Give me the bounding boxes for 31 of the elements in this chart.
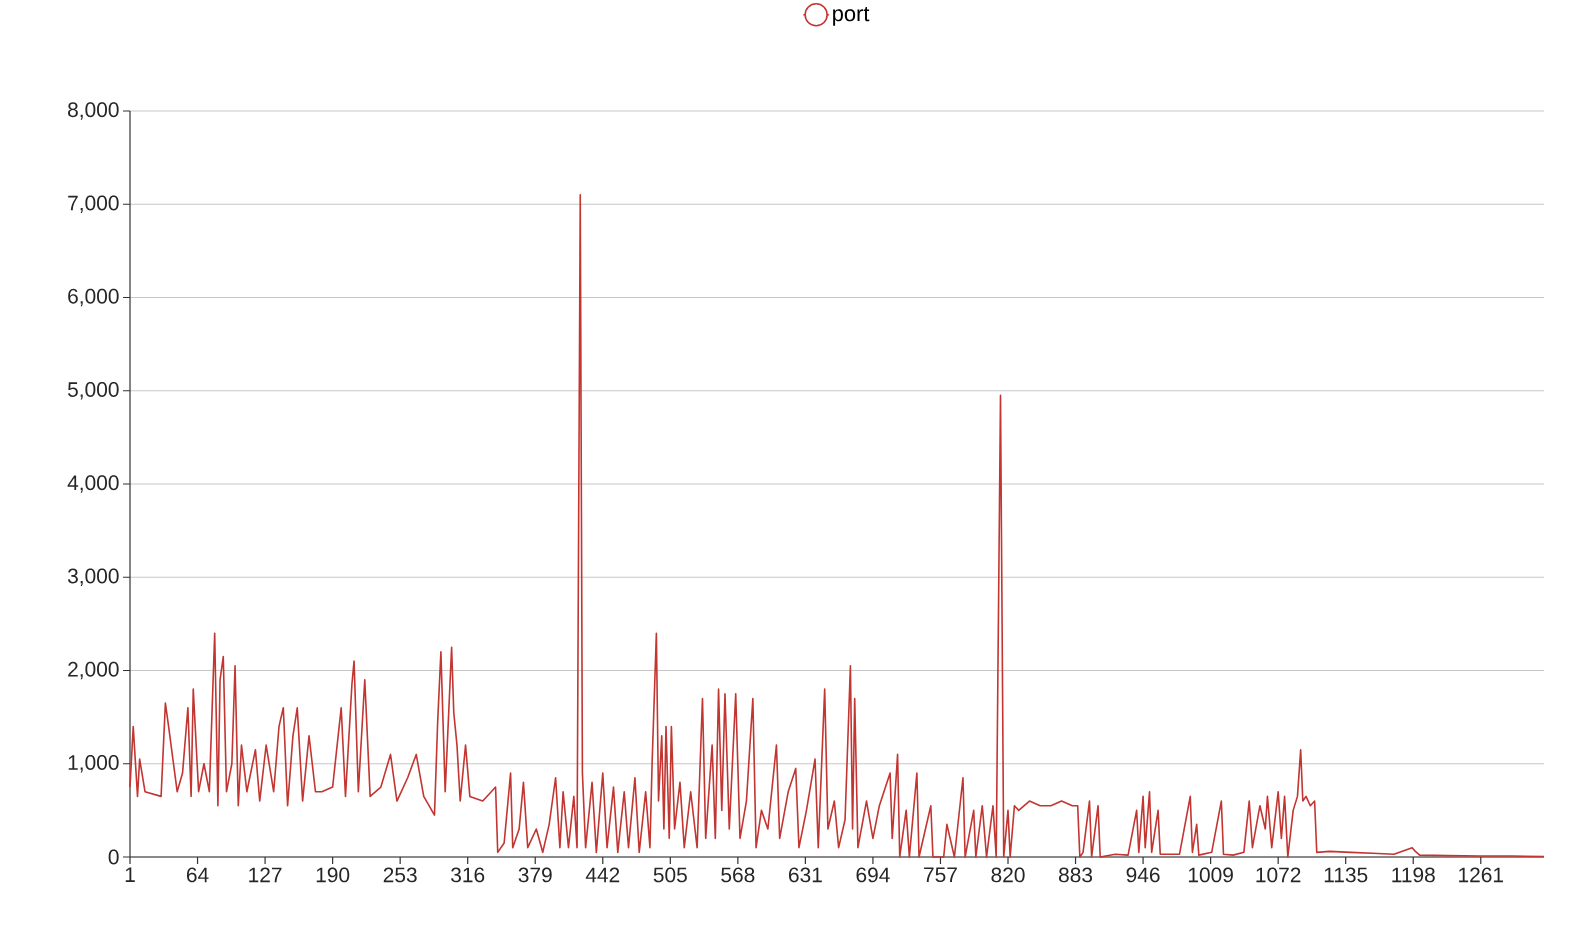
x-tick-label: 1261 bbox=[1459, 867, 1504, 883]
y-tick-label: 7,000 bbox=[68, 195, 119, 213]
y-tick-label: 1,000 bbox=[68, 755, 119, 773]
x-tick-label: 190 bbox=[316, 867, 350, 883]
x-tick-label: 505 bbox=[653, 867, 687, 883]
y-tick-label: 0 bbox=[108, 849, 119, 865]
x-tick-label: 316 bbox=[451, 867, 485, 883]
y-tick-label: 2,000 bbox=[68, 661, 119, 680]
x-tick-label: 379 bbox=[518, 867, 552, 883]
x-tick-label: 946 bbox=[1126, 867, 1160, 883]
y-tick-label: 5,000 bbox=[67, 382, 119, 400]
y-tick-label: 8,000 bbox=[68, 102, 119, 120]
legend-label: port bbox=[833, 6, 870, 26]
x-tick-label: 757 bbox=[924, 867, 957, 883]
x-tick-label: 127 bbox=[249, 867, 282, 883]
y-tick-label: 4,000 bbox=[67, 475, 119, 493]
x-tick-label: 820 bbox=[991, 867, 1025, 883]
x-tick-label: 1198 bbox=[1392, 867, 1435, 883]
x-tick-label: 442 bbox=[585, 867, 620, 883]
y-tick-label: 3,000 bbox=[67, 568, 119, 586]
x-tick-label: 1135 bbox=[1324, 867, 1368, 883]
x-tick-label: 64 bbox=[186, 867, 209, 883]
x-tick-label: 1072 bbox=[1256, 867, 1301, 883]
x-tick-label: 568 bbox=[721, 867, 755, 883]
x-tick-label: 253 bbox=[383, 867, 417, 883]
x-tick-label: 631 bbox=[789, 867, 822, 883]
x-tick-label: 1 bbox=[125, 867, 135, 882]
x-tick-label: 694 bbox=[856, 867, 890, 883]
x-tick-label: 883 bbox=[1059, 867, 1093, 883]
x-tick-label: 1009 bbox=[1188, 867, 1233, 883]
y-tick-label: 6,000 bbox=[68, 288, 119, 307]
